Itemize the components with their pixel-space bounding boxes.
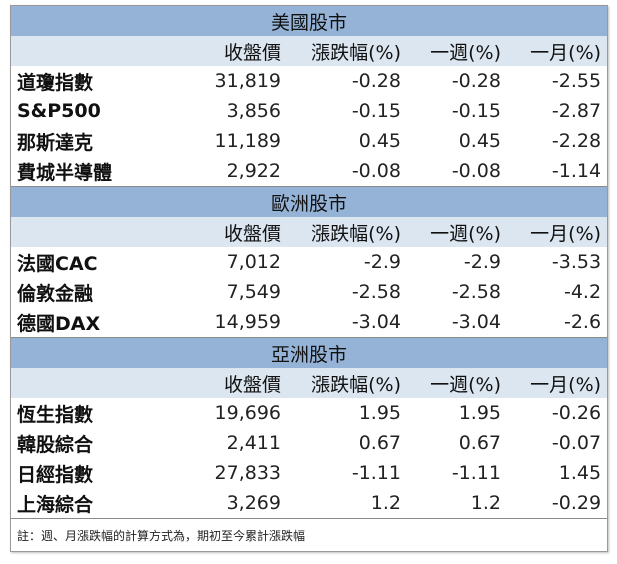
column-header-name <box>11 217 177 247</box>
index-name: 德國DAX <box>11 307 177 338</box>
week-value: -0.28 <box>407 66 507 96</box>
change-value: -0.28 <box>287 66 407 96</box>
column-header-close: 收盤價 <box>177 36 287 66</box>
column-header-week: 一週(%) <box>407 368 507 398</box>
table-row: 法國CAC 7,012 -2.9 -2.9 -3.53 <box>11 247 608 277</box>
week-value: 0.45 <box>407 126 507 156</box>
column-header-row: 收盤價 漲跌幅(%) 一週(%) 一月(%) <box>11 368 608 398</box>
table-row: 德國DAX 14,959 -3.04 -3.04 -2.6 <box>11 307 608 338</box>
column-header-close: 收盤價 <box>177 217 287 247</box>
month-value: 1.45 <box>507 458 608 488</box>
change-value: 1.95 <box>287 398 407 428</box>
close-value: 14,959 <box>177 307 287 338</box>
change-value: -2.58 <box>287 277 407 307</box>
column-header-row: 收盤價 漲跌幅(%) 一週(%) 一月(%) <box>11 217 608 247</box>
change-value: 0.67 <box>287 428 407 458</box>
section-header-asia: 亞洲股市 <box>11 337 608 368</box>
table-row: 倫敦金融 7,549 -2.58 -2.58 -4.2 <box>11 277 608 307</box>
column-header-week: 一週(%) <box>407 217 507 247</box>
table-row: 上海綜合 3,269 1.2 1.2 -0.29 <box>11 488 608 519</box>
market-summary-table: 美國股市 收盤價 漲跌幅(%) 一週(%) 一月(%) 道瓊指數 31,819 … <box>11 6 608 551</box>
table-row: S&P500 3,856 -0.15 -0.15 -2.87 <box>11 96 608 126</box>
week-value: -3.04 <box>407 307 507 338</box>
change-value: -0.15 <box>287 96 407 126</box>
column-header-change: 漲跌幅(%) <box>287 36 407 66</box>
change-value: -2.9 <box>287 247 407 277</box>
footnote-text: 註：週、月漲跌幅的計算方式為，期初至今累計漲跌幅 <box>11 518 608 551</box>
week-value: 1.2 <box>407 488 507 519</box>
footnote-row: 註：週、月漲跌幅的計算方式為，期初至今累計漲跌幅 <box>11 518 608 551</box>
index-name: 日經指數 <box>11 458 177 488</box>
close-value: 2,411 <box>177 428 287 458</box>
column-header-week: 一週(%) <box>407 36 507 66</box>
section-title: 美國股市 <box>11 6 608 36</box>
index-name: 韓股綜合 <box>11 428 177 458</box>
index-name: 那斯達克 <box>11 126 177 156</box>
table-row: 恆生指數 19,696 1.95 1.95 -0.26 <box>11 398 608 428</box>
close-value: 19,696 <box>177 398 287 428</box>
index-name: 恆生指數 <box>11 398 177 428</box>
column-header-close: 收盤價 <box>177 368 287 398</box>
month-value: -2.6 <box>507 307 608 338</box>
column-header-row: 收盤價 漲跌幅(%) 一週(%) 一月(%) <box>11 36 608 66</box>
stock-market-table: 美國股市 收盤價 漲跌幅(%) 一週(%) 一月(%) 道瓊指數 31,819 … <box>10 5 608 552</box>
week-value: -0.15 <box>407 96 507 126</box>
section-header-europe: 歐洲股市 <box>11 186 608 217</box>
index-name: 法國CAC <box>11 247 177 277</box>
close-value: 7,012 <box>177 247 287 277</box>
section-title: 歐洲股市 <box>11 186 608 217</box>
change-value: 0.45 <box>287 126 407 156</box>
month-value: -2.87 <box>507 96 608 126</box>
change-value: -3.04 <box>287 307 407 338</box>
column-header-change: 漲跌幅(%) <box>287 368 407 398</box>
close-value: 7,549 <box>177 277 287 307</box>
week-value: 1.95 <box>407 398 507 428</box>
column-header-change: 漲跌幅(%) <box>287 217 407 247</box>
month-value: -2.28 <box>507 126 608 156</box>
table-row: 費城半導體 2,922 -0.08 -0.08 -1.14 <box>11 156 608 187</box>
week-value: 0.67 <box>407 428 507 458</box>
close-value: 3,856 <box>177 96 287 126</box>
section-header-us: 美國股市 <box>11 6 608 36</box>
month-value: -4.2 <box>507 277 608 307</box>
section-title: 亞洲股市 <box>11 337 608 368</box>
index-name: 費城半導體 <box>11 156 177 187</box>
week-value: -2.58 <box>407 277 507 307</box>
month-value: -2.55 <box>507 66 608 96</box>
close-value: 3,269 <box>177 488 287 519</box>
close-value: 2,922 <box>177 156 287 187</box>
table-row: 韓股綜合 2,411 0.67 0.67 -0.07 <box>11 428 608 458</box>
close-value: 27,833 <box>177 458 287 488</box>
close-value: 31,819 <box>177 66 287 96</box>
column-header-month: 一月(%) <box>507 36 608 66</box>
column-header-name <box>11 36 177 66</box>
index-name: 上海綜合 <box>11 488 177 519</box>
column-header-name <box>11 368 177 398</box>
column-header-month: 一月(%) <box>507 368 608 398</box>
change-value: -1.11 <box>287 458 407 488</box>
month-value: -3.53 <box>507 247 608 277</box>
month-value: -0.26 <box>507 398 608 428</box>
column-header-month: 一月(%) <box>507 217 608 247</box>
table-row: 那斯達克 11,189 0.45 0.45 -2.28 <box>11 126 608 156</box>
month-value: -0.07 <box>507 428 608 458</box>
change-value: -0.08 <box>287 156 407 187</box>
month-value: -0.29 <box>507 488 608 519</box>
close-value: 11,189 <box>177 126 287 156</box>
index-name: 倫敦金融 <box>11 277 177 307</box>
index-name: 道瓊指數 <box>11 66 177 96</box>
week-value: -0.08 <box>407 156 507 187</box>
change-value: 1.2 <box>287 488 407 519</box>
week-value: -1.11 <box>407 458 507 488</box>
week-value: -2.9 <box>407 247 507 277</box>
month-value: -1.14 <box>507 156 608 187</box>
table-row: 日經指數 27,833 -1.11 -1.11 1.45 <box>11 458 608 488</box>
table-row: 道瓊指數 31,819 -0.28 -0.28 -2.55 <box>11 66 608 96</box>
index-name: S&P500 <box>11 96 177 126</box>
